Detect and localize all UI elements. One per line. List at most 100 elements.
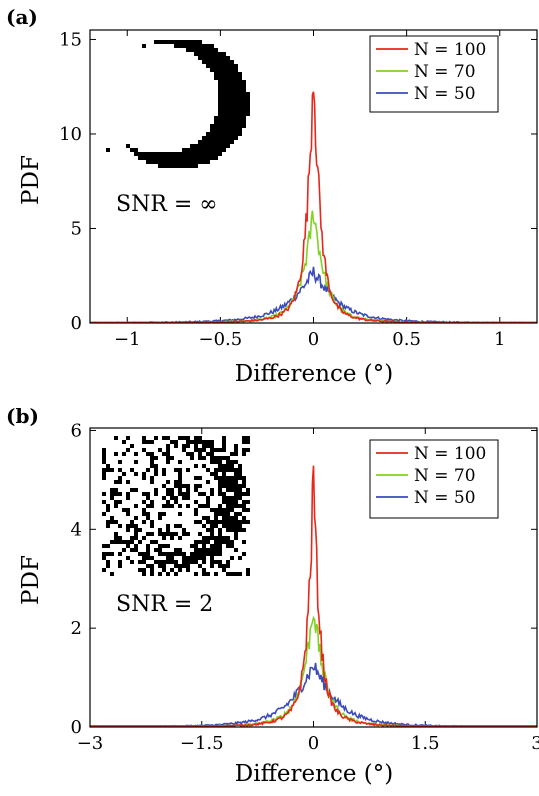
inset-pixel [198, 484, 202, 488]
inset-pixel [146, 512, 150, 516]
inset-pixel [218, 468, 222, 472]
inset-pixel [198, 48, 202, 52]
series-line-50 [90, 266, 538, 324]
inset-pixel [242, 440, 246, 444]
inset-pixel [106, 560, 110, 564]
inset-pixel [222, 472, 226, 476]
inset-pixel [234, 80, 238, 84]
inset-pixel [214, 476, 218, 480]
inset-pixel [174, 532, 178, 536]
inset-pixel [230, 76, 234, 80]
inset-pixel [218, 488, 222, 492]
inset-pixel [114, 520, 118, 524]
inset-pixel [154, 548, 158, 552]
inset-pixel [158, 516, 162, 520]
inset-pixel [202, 156, 206, 160]
inset-pixel [234, 68, 238, 72]
inset-pixel [222, 76, 226, 80]
inset-pixel [222, 520, 226, 524]
inset-pixel [186, 496, 190, 500]
legend-label: N = 50 [414, 84, 476, 104]
inset-pixel [210, 144, 214, 148]
inset-pixel [214, 72, 218, 76]
inset-pixel [218, 536, 222, 540]
inset-pixel [166, 456, 170, 460]
inset-pixel [174, 496, 178, 500]
inset-pixel [226, 504, 230, 508]
inset-pixel [186, 560, 190, 564]
inset-pixel [146, 492, 150, 496]
inset-pixel [234, 136, 238, 140]
inset-pixel [166, 524, 170, 528]
inset-pixel [182, 40, 186, 44]
inset-pixel [122, 472, 126, 476]
legend-label: N = 100 [414, 444, 486, 464]
panel-b-curves [90, 465, 537, 728]
inset-pixel [226, 476, 230, 480]
panel-a: (a) PDF Difference (°) −1 −0.5 0 0.5 1051015… [6, 5, 538, 387]
inset-pixel [114, 536, 118, 540]
inset-pixel [242, 112, 246, 116]
inset-pixel [218, 532, 222, 536]
inset-pixel [194, 476, 198, 480]
inset-pixel [198, 448, 202, 452]
inset-pixel [162, 552, 166, 556]
inset-pixel [146, 160, 150, 164]
inset-pixel [214, 64, 218, 68]
inset-pixel [102, 472, 106, 476]
inset-pixel [226, 88, 230, 92]
inset-pixel [102, 460, 106, 464]
inset-pixel [190, 44, 194, 48]
inset-pixel [134, 472, 138, 476]
inset-pixel [238, 528, 242, 532]
inset-pixel [230, 516, 234, 520]
inset-pixel [110, 572, 114, 576]
inset-pixel [226, 72, 230, 76]
inset-pixel [142, 472, 146, 476]
inset-pixel [230, 520, 234, 524]
inset-pixel [194, 160, 198, 164]
inset-pixel [178, 484, 182, 488]
inset-pixel [166, 452, 170, 456]
inset-pixel [226, 108, 230, 112]
inset-pixel [126, 556, 130, 560]
inset-pixel [218, 504, 222, 508]
inset-pixel [174, 156, 178, 160]
inset-pixel [222, 536, 226, 540]
inset-pixel [210, 48, 214, 52]
inset-pixel [182, 44, 186, 48]
inset-pixel [118, 476, 122, 480]
inset-pixel [218, 120, 222, 124]
inset-pixel [138, 552, 142, 556]
inset-pixel [150, 460, 154, 464]
inset-pixel [226, 460, 230, 464]
inset-pixel [150, 532, 154, 536]
inset-pixel [134, 152, 138, 156]
inset-pixel [146, 156, 150, 160]
inset-pixel [174, 152, 178, 156]
inset-pixel [210, 488, 214, 492]
inset-pixel [230, 464, 234, 468]
inset-pixel [218, 508, 222, 512]
inset-pixel [142, 440, 146, 444]
inset-pixel [210, 56, 214, 60]
inset-pixel [234, 516, 238, 520]
inset-pixel [234, 476, 238, 480]
inset-pixel [206, 132, 210, 136]
inset-pixel [170, 568, 174, 572]
inset-pixel [182, 148, 186, 152]
inset-pixel [218, 152, 222, 156]
inset-pixel [226, 480, 230, 484]
x-tick-label: −0.5 [199, 329, 243, 350]
inset-pixel [162, 536, 166, 540]
inset-pixel [166, 560, 170, 564]
inset-pixel [174, 560, 178, 564]
inset-pixel [246, 500, 250, 504]
y-tick-label: 15 [59, 29, 82, 50]
panel-b-label: (b) [6, 404, 39, 428]
inset-pixel [158, 544, 162, 548]
inset-pixel [234, 92, 238, 96]
inset-pixel [114, 540, 118, 544]
inset-pixel [226, 84, 230, 88]
inset-pixel [102, 452, 106, 456]
